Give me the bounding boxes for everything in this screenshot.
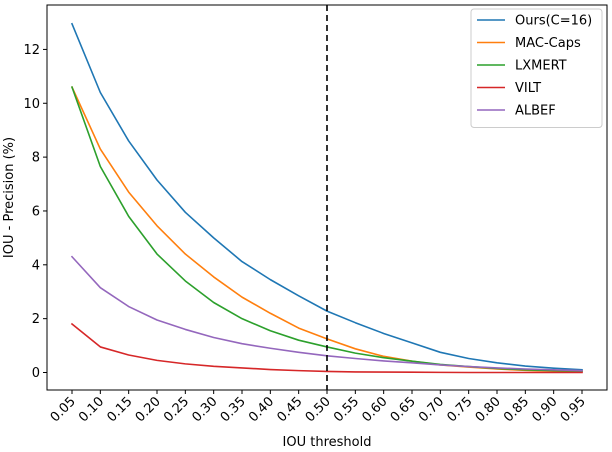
y-tick-label: 0 [32,366,40,381]
series-line-vilt [70,322,583,374]
y-tick-label: 4 [32,258,40,273]
y-tick-label: 6 [32,204,40,219]
x-tick-label: 0.75 [444,394,475,425]
x-tick-label: 0.55 [331,394,362,425]
legend-label: Ours(C=16) [515,14,592,29]
x-tick-label: 0.10 [76,394,107,425]
x-tick-label: 0.15 [104,394,135,425]
x-tick-label: 0.45 [274,394,305,425]
legend-label: LXMERT [515,59,567,74]
x-tick-label: 0.30 [189,394,220,425]
legend-label: VILT [515,81,541,96]
x-tick-label: 0.35 [218,394,249,425]
x-tick-label: 0.40 [246,394,277,425]
y-axis-ticks: 0 2 4 6 8 10 12 [23,43,47,381]
x-tick-label: 0.20 [133,394,164,425]
series-line-albef [70,255,583,372]
x-tick-label: 0.60 [359,394,390,425]
x-tick-label: 0.65 [388,394,419,425]
x-tick-label: 0.25 [161,394,192,425]
legend-box [470,8,603,128]
x-tick-label: 0.05 [48,394,79,425]
series-line-ours-c-16 [70,22,583,371]
x-tick-label: 0.70 [416,394,447,425]
legend-label: MAC-Caps [515,36,581,51]
plot-lines [70,5,583,390]
x-tick-label: 0.85 [501,394,532,425]
y-tick-label: 10 [23,97,40,112]
x-tick-label: 0.90 [529,394,560,425]
y-tick-label: 8 [32,151,40,166]
x-tick-label: 0.50 [303,394,334,425]
y-tick-label: 2 [32,312,40,327]
x-tick-label: 0.80 [473,394,504,425]
x-axis-ticks: 0.050.100.150.200.250.300.350.400.450.50… [48,390,589,425]
y-axis-label: IOU - Precision (%) [2,137,17,258]
x-axis-label: IOU threshold [283,435,372,448]
legend: Ours(C=16) MAC-Caps LXMERT VILT ALBEF [470,8,603,128]
x-tick-label: 0.95 [558,394,589,425]
legend-label: ALBEF [515,104,556,119]
y-tick-label: 12 [23,43,40,58]
